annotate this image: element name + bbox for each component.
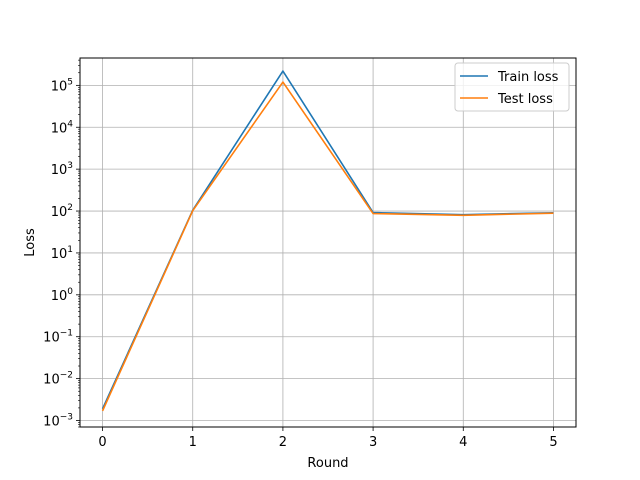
y-tick-exponent: 3 [67, 161, 73, 171]
legend-label: Train loss [497, 70, 559, 85]
y-tick-label: 102 [51, 203, 73, 220]
y-tick-label: 105 [51, 77, 73, 94]
y-tick-base: 10 [51, 205, 68, 220]
y-tick-base: 10 [51, 121, 68, 136]
plot-frame [79, 57, 577, 428]
y-tick-label: 10−1 [43, 329, 73, 346]
x-tick-label: 2 [279, 435, 287, 450]
y-tick-base: 10 [51, 289, 68, 304]
y-tick-base: 10 [51, 163, 68, 178]
y-tick-label: 10−3 [43, 413, 73, 430]
x-tick-label: 5 [549, 435, 557, 450]
y-axis-label: Loss [23, 228, 38, 257]
legend-box [454, 62, 570, 112]
y-tick-exponent: 4 [67, 119, 73, 129]
x-axis-label: Round [307, 456, 348, 471]
y-tick-exponent: 5 [67, 77, 73, 87]
x-tick-label: 0 [98, 435, 106, 450]
y-tick-exponent: 2 [67, 203, 73, 213]
y-tick-base: 10 [43, 415, 60, 430]
x-tick-label: 3 [369, 435, 377, 450]
x-tick-label: 1 [189, 435, 197, 450]
y-tick-base: 10 [51, 247, 68, 262]
y-tick-label: 103 [51, 161, 73, 178]
y-tick-label: 101 [51, 245, 73, 262]
legend: Train loss Test loss [454, 62, 570, 112]
y-tick-exponent: −1 [60, 329, 73, 339]
y-tick-exponent: −2 [60, 371, 73, 381]
y-tick-exponent: 0 [67, 287, 73, 297]
series-lines [101, 70, 554, 412]
y-tick-label: 10−2 [43, 371, 73, 388]
y-tick-base: 10 [51, 79, 68, 94]
grid [80, 58, 576, 427]
x-axis-ticks: 0 1 2 3 4 5 [98, 427, 558, 450]
y-tick-base: 10 [43, 331, 60, 346]
series-line [101, 81, 554, 412]
y-tick-base: 10 [43, 373, 60, 388]
y-tick-label: 104 [51, 119, 74, 136]
legend-label: Test loss [497, 92, 553, 107]
y-tick-exponent: −3 [60, 413, 73, 423]
y-tick-exponent: 1 [67, 245, 73, 255]
x-tick-label: 4 [459, 435, 467, 450]
y-tick-label: 100 [51, 287, 74, 304]
